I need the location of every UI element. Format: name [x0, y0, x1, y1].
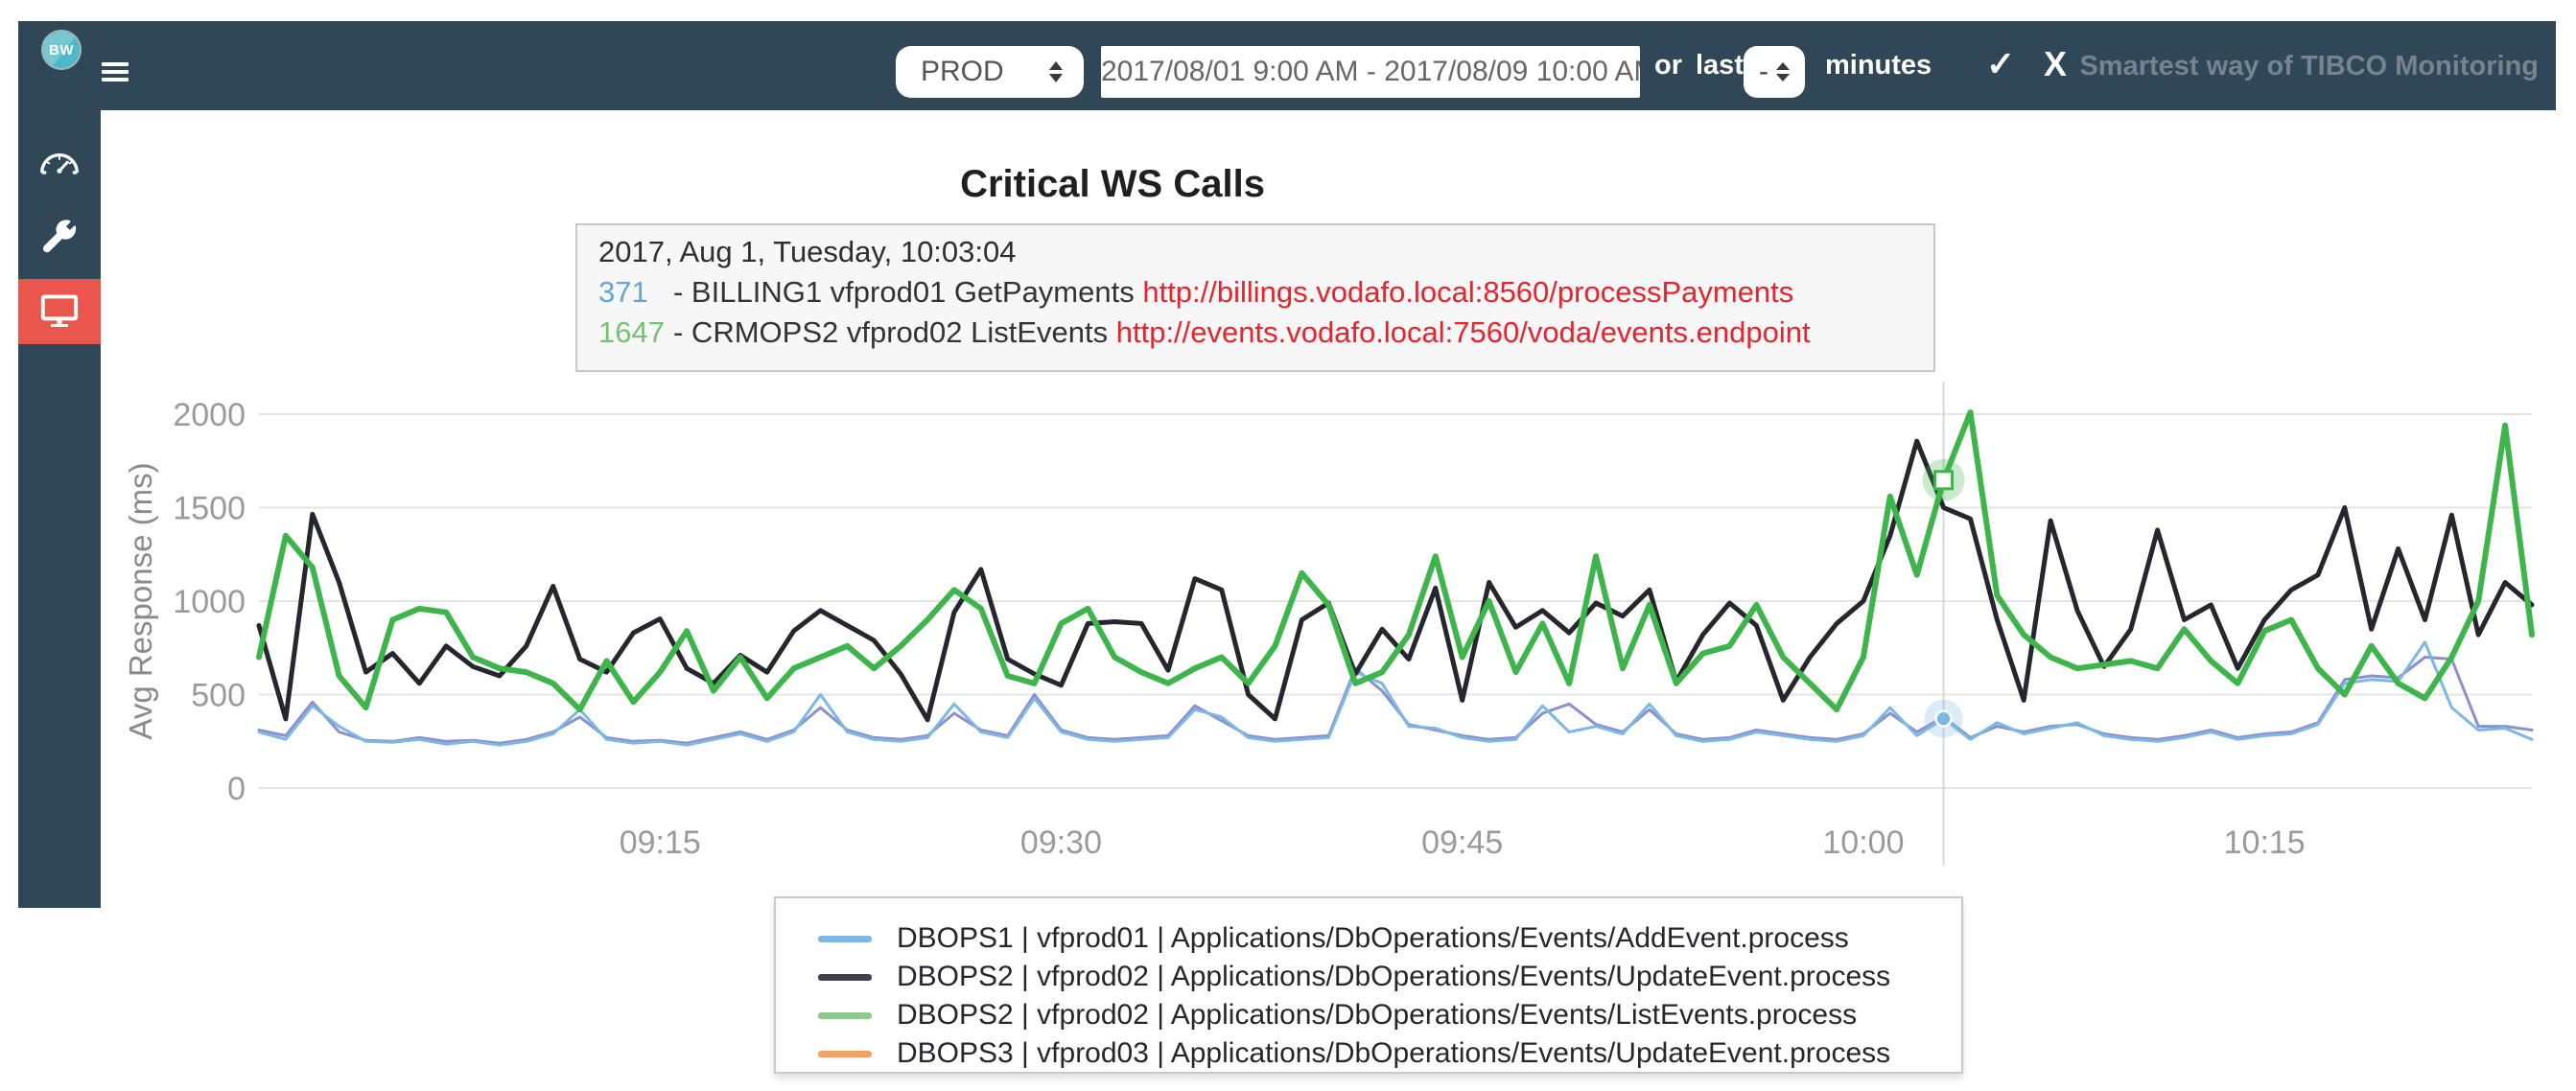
select-arrows-icon	[1049, 61, 1063, 82]
tooltip-row: 371 - BILLING1 vfprod01 GetPayments http:…	[598, 275, 1933, 310]
tooltip-label: - CRMOPS2 vfprod02 ListEvents	[673, 315, 1116, 349]
legend-item[interactable]: DBOPS3 | vfprod03 | Applications/DbOpera…	[818, 1034, 1961, 1073]
cancel-button[interactable]: X	[2044, 44, 2068, 83]
sidebar-item-tools[interactable]	[18, 204, 101, 269]
hover-marker-square	[1933, 470, 1955, 491]
monitor-icon	[40, 294, 79, 328]
chart-title: Critical WS Calls	[960, 163, 1265, 205]
legend-label: DBOPS3 | vfprod03 | Applications/DbOpera…	[897, 1037, 1891, 1069]
menu-icon[interactable]	[102, 62, 129, 83]
chart-legend: DBOPS1 | vfprod01 | Applications/DbOpera…	[774, 896, 1963, 1074]
wrench-icon	[42, 220, 77, 253]
series-line	[257, 640, 2534, 747]
tooltip-url: http://events.vodafo.local:7560/voda/eve…	[1115, 315, 1811, 349]
y-axis-title: Avg Response (ms)	[123, 462, 158, 739]
sidebar-item-dashboard[interactable]	[18, 129, 101, 195]
app-tagline: Smartest way of TIBCO Monitoring	[2079, 51, 2539, 81]
tooltip-label: - BILLING1 vfprod01 GetPayments	[673, 275, 1143, 309]
legend-swatch	[818, 1011, 872, 1019]
y-tick-label: 1500	[173, 491, 246, 527]
sidebar-item-monitoring[interactable]	[18, 279, 101, 344]
environment-select-value: PROD	[921, 56, 1004, 87]
x-tick-label: 10:00	[1822, 824, 1904, 861]
app-logo-text: BW	[49, 41, 74, 58]
y-tick-label: 500	[191, 678, 246, 714]
minutes-label: minutes	[1825, 50, 1932, 81]
legend-label: DBOPS2 | vfprod02 | Applications/DbOpera…	[897, 999, 1858, 1031]
tooltip-url: http://billings.vodafo.local:8560/proces…	[1142, 275, 1794, 309]
gauge-icon	[40, 153, 79, 174]
or-label: or	[1654, 50, 1682, 81]
left-sidebar	[18, 110, 101, 908]
x-tick-label: 10:15	[2224, 824, 2306, 861]
tooltip-value: 371	[598, 275, 648, 309]
tooltip-timestamp: 2017, Aug 1, Tuesday, 10:03:04	[598, 235, 1017, 268]
legend-item[interactable]: DBOPS2 | vfprod02 | Applications/DbOpera…	[818, 958, 1961, 996]
series-line	[257, 656, 2534, 745]
stepper-arrows-icon	[1776, 62, 1790, 81]
x-tick-label: 09:45	[1421, 824, 1503, 861]
x-tick-label: 09:15	[620, 824, 701, 861]
tooltip-row: 1647- CRMOPS2 vfprod02 ListEvents http:/…	[598, 315, 1933, 350]
y-tick-label: 2000	[173, 397, 246, 433]
y-tick-label: 1000	[173, 584, 246, 620]
x-tick-label: 09:30	[1020, 824, 1102, 861]
chart-tooltip: 2017, Aug 1, Tuesday, 10:03:04 371 - BILL…	[575, 223, 1935, 372]
hover-marker-dot	[1934, 709, 1953, 728]
date-range-input[interactable]	[1101, 46, 1640, 98]
last-label: last	[1696, 50, 1744, 81]
legend-swatch	[818, 973, 872, 981]
series-line	[256, 409, 2535, 713]
tooltip-value: 1647	[598, 315, 665, 349]
y-tick-label: 0	[227, 771, 246, 807]
top-navbar: BW PROD or last - minutes ✓ X Smartest w…	[18, 21, 2556, 110]
legend-swatch	[818, 935, 872, 942]
series-line	[256, 438, 2535, 723]
minutes-stepper[interactable]: -	[1744, 46, 1805, 98]
environment-select[interactable]: PROD	[896, 46, 1084, 98]
legend-item[interactable]: DBOPS1 | vfprod01 | Applications/DbOpera…	[818, 919, 1961, 958]
app-logo[interactable]: BW	[41, 30, 82, 70]
legend-swatch	[818, 1050, 872, 1057]
apply-button[interactable]: ✓	[1986, 44, 2016, 83]
minutes-stepper-value: -	[1759, 56, 1768, 87]
legend-label: DBOPS2 | vfprod02 | Applications/DbOpera…	[897, 961, 1891, 992]
legend-label: DBOPS1 | vfprod01 | Applications/DbOpera…	[897, 922, 1849, 954]
legend-item[interactable]: DBOPS2 | vfprod02 | Applications/DbOpera…	[818, 996, 1961, 1034]
